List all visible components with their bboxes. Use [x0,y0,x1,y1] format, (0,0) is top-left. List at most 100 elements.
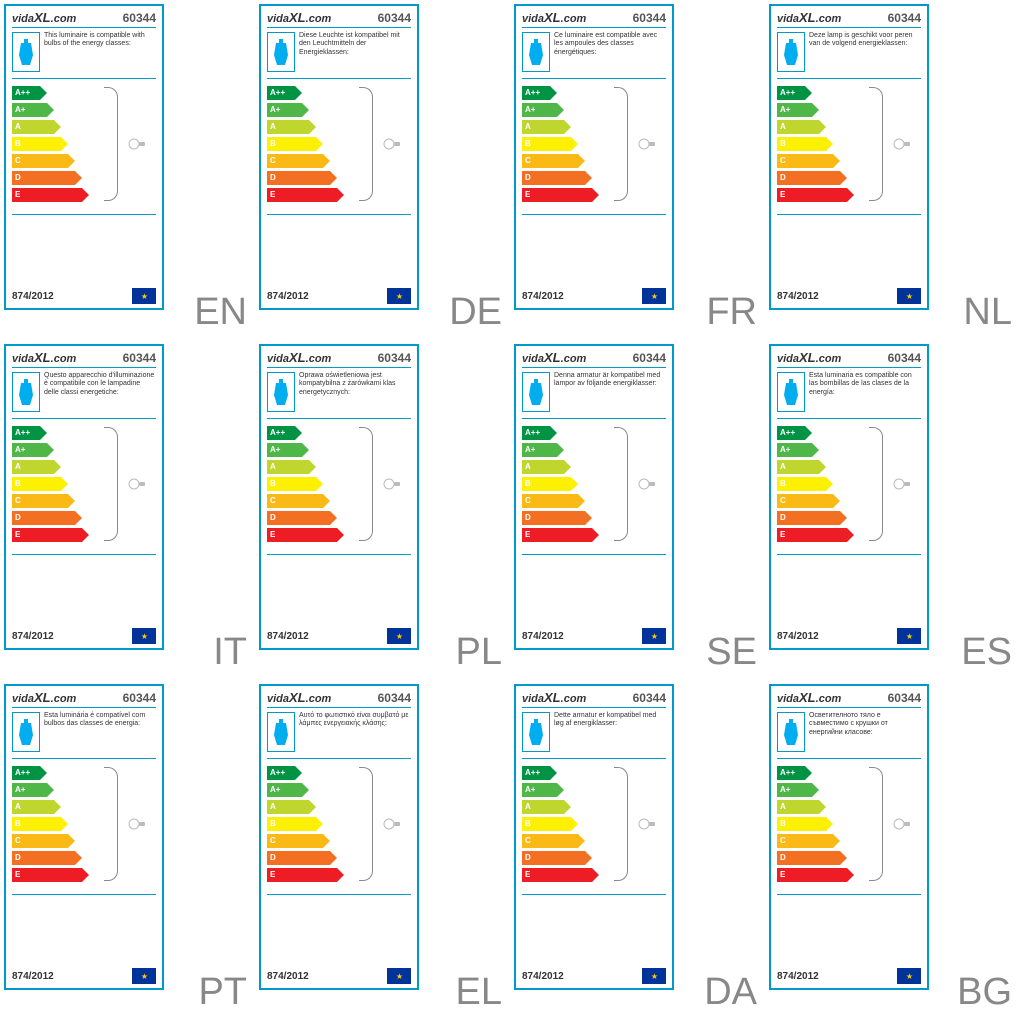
energy-arrow: D [12,171,82,185]
energy-class-row: D [777,170,921,185]
language-code: ES [961,631,1012,674]
footer-row: 874/2012 ★ [777,288,921,304]
brand-logo: vidaXL.com [267,350,331,365]
footer-row: 874/2012 ★ [12,968,156,984]
energy-scale: A++ A+ A B C [522,85,666,215]
energy-class-row: D [12,850,156,865]
range-bracket [359,427,373,541]
brand-row: vidaXL.com 60344 [522,350,666,368]
energy-arrow: C [522,494,585,508]
energy-arrow: B [777,477,833,491]
footer-row: 874/2012 ★ [777,968,921,984]
energy-arrow: A+ [12,443,54,457]
energy-class-row: A+ [777,782,921,797]
energy-class-row: C [522,493,666,508]
energy-arrow: A++ [12,86,47,100]
energy-arrow: A+ [522,783,564,797]
energy-arrow: A++ [12,766,47,780]
compatibility-text: Deze lamp is geschikt voor peren van de … [809,32,921,49]
energy-arrow: E [777,868,854,882]
lamp-icon [638,817,656,833]
brand-logo: vidaXL.com [12,690,76,705]
energy-arrow: A [522,120,571,134]
lamp-icon [128,137,146,153]
energy-arrow: E [12,868,89,882]
range-bracket [869,767,883,881]
language-code: PL [456,631,502,674]
energy-arrow: A [267,120,316,134]
footer-row: 874/2012 ★ [522,628,666,644]
energy-class-row: E [12,867,156,882]
footer-row: 874/2012 ★ [12,288,156,304]
lamp-icon [128,817,146,833]
energy-scale: A++ A+ A B C [522,765,666,895]
lamp-icon [638,137,656,153]
language-code: FR [706,291,757,334]
energy-arrow: A [777,800,826,814]
label-cell: vidaXL.com 60344 Diese Leuchte ist kompa… [259,4,510,340]
energy-arrow: B [522,137,578,151]
energy-arrow: D [777,511,847,525]
energy-class-row: A+ [267,442,411,457]
lamp-icon [383,817,401,833]
energy-arrow: A+ [522,443,564,457]
energy-class-row: A++ [522,85,666,100]
energy-arrow: A+ [777,103,819,117]
energy-class-row: A+ [12,442,156,457]
brand-row: vidaXL.com 60344 [267,10,411,28]
energy-class-row: D [522,170,666,185]
regulation-number: 874/2012 [267,291,309,302]
regulation-number: 874/2012 [777,971,819,982]
energy-scale: A++ A+ A B C [267,85,411,215]
compatibility-text: Esta luminaria es compatible con las bom… [809,372,921,397]
energy-class-row: A++ [12,765,156,780]
eu-flag-icon: ★ [132,288,156,304]
energy-class-row: A [777,119,921,134]
energy-class-row: E [267,187,411,202]
energy-label-card: vidaXL.com 60344 Esta luminaria es compa… [769,344,929,650]
energy-class-row: D [777,510,921,525]
compatibility-row: Deze lamp is geschikt voor peren van de … [777,32,921,79]
label-cell: vidaXL.com 60344 Esta luminaria es compa… [769,344,1020,680]
energy-arrow: A++ [522,86,557,100]
energy-class-row: A [12,799,156,814]
brand-logo: vidaXL.com [12,10,76,25]
range-bracket [104,87,118,201]
energy-arrow: B [12,477,68,491]
eu-flag-icon: ★ [132,968,156,984]
compatibility-text: Αυτό το φωτιστικό είναι συμβατό με λάμπε… [299,712,411,729]
energy-class-row: A+ [12,102,156,117]
energy-arrow: B [522,817,578,831]
energy-class-row: C [777,153,921,168]
energy-class-row: D [267,510,411,525]
lamp-icon [893,477,911,493]
energy-label-card: vidaXL.com 60344 Ce luminaire est compat… [514,4,674,310]
energy-class-row: E [267,527,411,542]
sku-number: 60344 [378,691,411,705]
energy-class-row: A++ [777,765,921,780]
energy-arrow: A++ [267,426,302,440]
energy-scale: A++ A+ A B C [777,425,921,555]
energy-arrow: D [777,851,847,865]
lamp-icon [128,477,146,493]
compatibility-row: Esta luminaria es compatible con las bom… [777,372,921,419]
energy-scale: A++ A+ A B C [777,765,921,895]
energy-class-row: D [267,850,411,865]
energy-class-row: A++ [267,85,411,100]
brand-logo: vidaXL.com [777,10,841,25]
energy-class-row: E [12,187,156,202]
language-code: EN [194,291,247,334]
regulation-number: 874/2012 [522,291,564,302]
energy-arrow: B [267,817,323,831]
energy-class-row: A+ [777,102,921,117]
language-code: EL [456,971,502,1014]
eu-flag-icon: ★ [642,628,666,644]
footer-row: 874/2012 ★ [267,288,411,304]
compatibility-text: Oprawa oświetleniowa jest kompatybilna z… [299,372,411,397]
compatibility-row: Αυτό το φωτιστικό είναι συμβατό με λάμπε… [267,712,411,759]
energy-class-row: D [12,510,156,525]
eu-flag-icon: ★ [387,968,411,984]
energy-arrow: A [777,460,826,474]
energy-class-row: A [267,799,411,814]
energy-arrow: C [522,834,585,848]
